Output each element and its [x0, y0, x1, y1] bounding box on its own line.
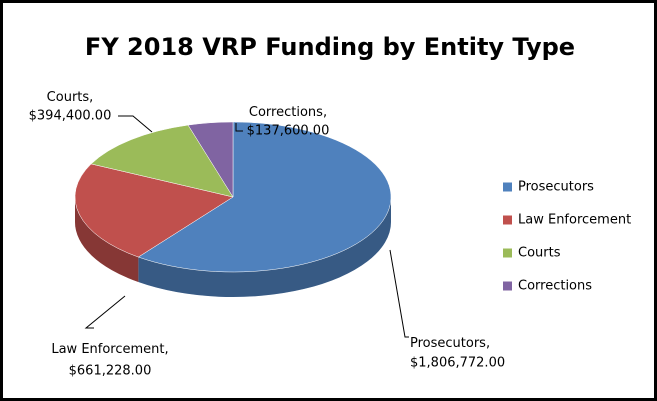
data-label-name: Corrections,	[249, 105, 327, 120]
label-separator: ,	[323, 105, 327, 120]
leader-line	[118, 115, 153, 133]
legend-label: Law Enforcement	[518, 213, 631, 228]
legend-swatch	[503, 215, 512, 225]
legend-label: Prosecutors	[518, 180, 594, 195]
label-category: Law Enforcement	[51, 342, 164, 357]
legend-swatch	[503, 182, 512, 192]
label-separator: ,	[165, 342, 169, 357]
slice	[90, 124, 234, 198]
data-label-value: $137,600.00	[247, 124, 330, 139]
label-category: Courts	[47, 90, 90, 105]
label-separator: ,	[89, 90, 93, 105]
legend-label: Courts	[518, 246, 561, 261]
slice-side-shade	[75, 197, 139, 283]
slice-side	[75, 197, 139, 283]
data-label-value: $1,806,772.00	[410, 356, 505, 371]
data-label-value: $394,400.00	[29, 109, 112, 124]
label-separator: ,	[486, 336, 490, 351]
data-label-name: Law Enforcement,	[51, 342, 168, 357]
slice	[187, 121, 234, 198]
data-label-name: Courts,	[47, 90, 94, 105]
leader-line	[235, 123, 243, 132]
chart-title: FY 2018 VRP Funding by Entity Type	[85, 33, 575, 61]
data-label-value: $661,228.00	[69, 364, 152, 379]
legend-label: Corrections	[518, 279, 592, 294]
label-category: Prosecutors	[410, 336, 486, 351]
label-category: Corrections	[249, 105, 323, 120]
legend-swatch	[503, 281, 512, 291]
slice-side	[138, 197, 391, 297]
leader-line	[389, 249, 409, 338]
slice-side-shade	[138, 197, 391, 297]
slice	[74, 163, 234, 258]
slice	[137, 121, 392, 273]
legend-swatch	[503, 248, 512, 258]
data-label-name: Prosecutors,	[410, 336, 490, 351]
leader-line	[84, 295, 126, 329]
